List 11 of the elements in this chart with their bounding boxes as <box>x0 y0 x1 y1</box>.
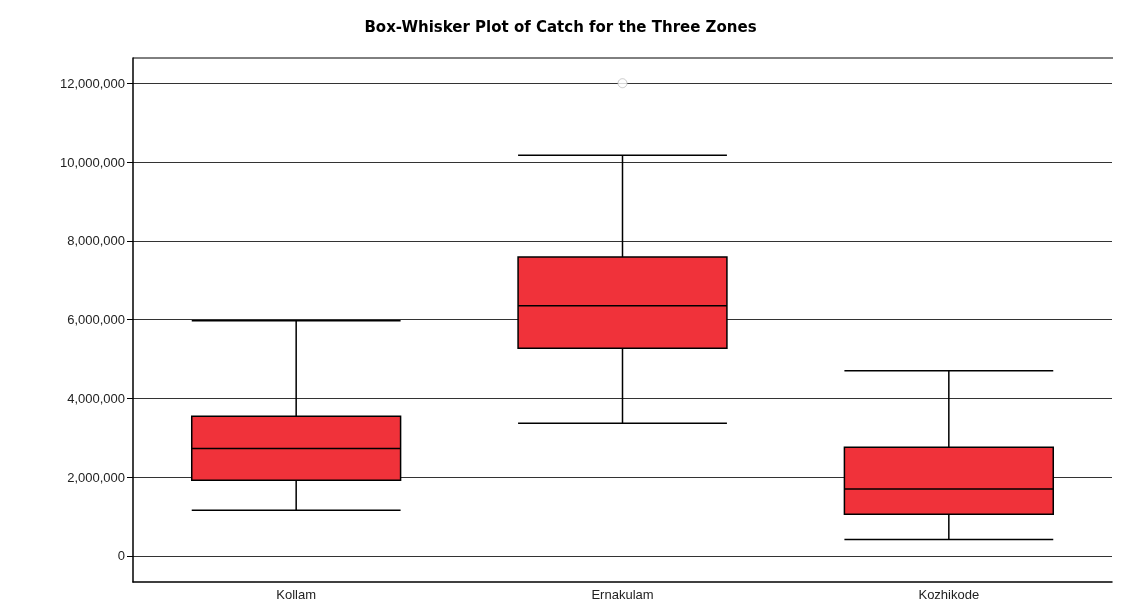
x-tick-label: Kozhikode <box>918 587 980 602</box>
y-tick-label: 8,000,000 <box>67 233 125 249</box>
y-tick-label: 10,000,000 <box>59 154 125 170</box>
y-tick-label: 0 <box>117 548 125 564</box>
x-tick-label: Kollam <box>276 587 317 602</box>
y-tick-label: 6,000,000 <box>67 312 125 328</box>
x-tick-label: Ernakulam <box>591 587 654 602</box>
y-tick-label: 12,000,000 <box>59 75 125 91</box>
chart-title: Box-Whisker Plot of Catch for the Three Zones <box>364 17 757 36</box>
y-tick-label: 2,000,000 <box>67 469 125 485</box>
y-tick-label: 4,000,000 <box>67 390 125 406</box>
